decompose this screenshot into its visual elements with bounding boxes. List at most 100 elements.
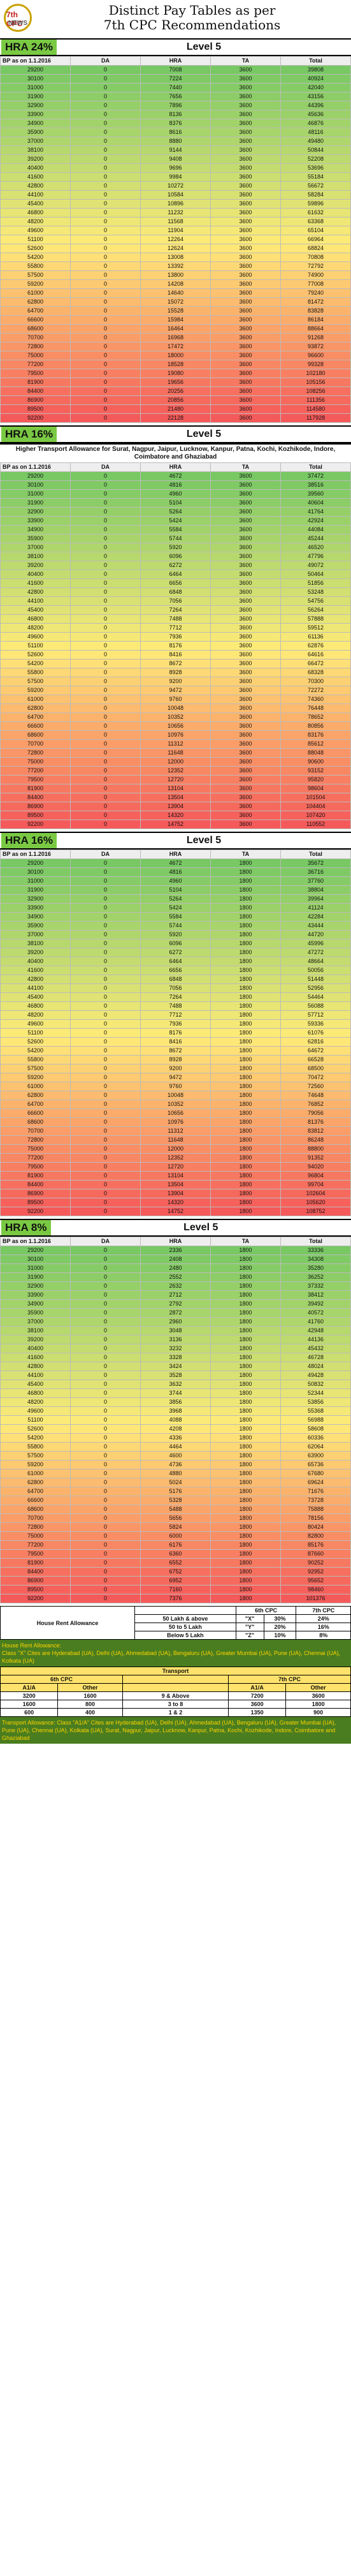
- table-row: 33900 0 5424 3600 42924: [0, 516, 351, 526]
- total-cell: 47796: [280, 552, 351, 561]
- hra-cell: 12624: [140, 244, 211, 253]
- ta-cell: 1800: [210, 1397, 281, 1407]
- hra-cell: 4816: [140, 480, 211, 490]
- hra-cell: 11648: [140, 748, 211, 758]
- bp-cell: 92200: [0, 820, 71, 829]
- da-cell: 0: [70, 739, 141, 749]
- hra-cell: 6360: [140, 1549, 211, 1559]
- hra-cell: 12352: [140, 1153, 211, 1163]
- ta-cell: 1800: [210, 1028, 281, 1038]
- pay-tables: HRA 24% Level 5 BP as on 1.1.2016 DA HRA TA…: [0, 38, 351, 1603]
- bp-cell: 89500: [0, 811, 71, 820]
- ta-cell: 3600: [210, 279, 281, 289]
- hra-badge: HRA 8%: [1, 1220, 51, 1235]
- hra-cell: 10656: [140, 721, 211, 731]
- total-cell: 63900: [280, 1451, 351, 1461]
- hra-cell: 5744: [140, 534, 211, 543]
- hra-cell: 12000: [140, 1144, 211, 1154]
- page-title: Distinct Pay Tables as per 7th CPC Recom…: [37, 3, 347, 33]
- six-y: 20%: [263, 1623, 297, 1631]
- ta-cell: 600: [0, 1708, 59, 1717]
- hra-cell: 3232: [140, 1344, 211, 1353]
- da-cell: 0: [70, 279, 141, 289]
- ta-cell: 3200: [0, 1691, 59, 1700]
- bp-cell: 59200: [0, 686, 71, 695]
- hra-cell: 5920: [140, 930, 211, 939]
- bp-cell: 55800: [0, 1442, 71, 1452]
- ta-cell: 1800: [210, 1371, 281, 1380]
- total-cell: 66528: [280, 1055, 351, 1064]
- hra-cell: 10976: [140, 1117, 211, 1127]
- total-cell: 50056: [280, 966, 351, 975]
- hra-cell: 8928: [140, 1055, 211, 1064]
- bp-cell: 29200: [0, 1246, 71, 1255]
- total-cell: 63368: [280, 217, 351, 226]
- hra-cell: 2336: [140, 1246, 211, 1255]
- ta-cell: 3600: [210, 730, 281, 740]
- ta-cell: 3600: [210, 306, 281, 316]
- hra-cell: 11232: [140, 208, 211, 217]
- hra-cell: 10896: [140, 199, 211, 209]
- ta-cell: 3600: [210, 342, 281, 351]
- table-row: 89500 0 21480 3600 114580: [0, 404, 351, 414]
- ta-cell: 3600: [210, 199, 281, 209]
- ta-cell: 3600: [210, 360, 281, 369]
- da-cell: 0: [70, 811, 141, 820]
- table-row: 79500 0 6360 1800 87660: [0, 1549, 351, 1559]
- da-cell: 0: [70, 957, 141, 966]
- total-cell: 86184: [280, 315, 351, 325]
- bp-cell: 61000: [0, 1082, 71, 1091]
- hra-cell: 20256: [140, 386, 211, 396]
- table-row: 46800 0 7488 1800 56088: [0, 1001, 351, 1011]
- ta-cell: 1800: [210, 1162, 281, 1172]
- table-row: 51100 0 4088 1800 56988: [0, 1415, 351, 1425]
- logo-text: 7th CPC: [6, 10, 23, 28]
- da-cell: 0: [70, 1091, 141, 1100]
- table-row: 70700 0 5656 1800 78156: [0, 1513, 351, 1523]
- transport-table: Transport 6th CPC 7th CPC A1/A Other A1/…: [0, 1667, 351, 1717]
- note-2: Class "X" Cites are Hyderabad (UA), Delh…: [2, 1650, 341, 1664]
- bp-cell: 51100: [0, 1415, 71, 1425]
- total-cell: 90600: [280, 757, 351, 767]
- hra-cell: 8672: [140, 1046, 211, 1056]
- da-cell: 0: [70, 668, 141, 677]
- table-row: 45400 0 3632 1800 50832: [0, 1380, 351, 1389]
- hra-cell: 13504: [140, 1180, 211, 1189]
- bp-cell: 92200: [0, 413, 71, 423]
- table-row: 31900 0 5104 1800 38804: [0, 885, 351, 895]
- table-row: 57500 0 4600 1800 63900: [0, 1451, 351, 1461]
- da-cell: 0: [70, 1055, 141, 1064]
- total-cell: 35280: [280, 1263, 351, 1273]
- col-header: Total: [280, 56, 351, 66]
- total-cell: 61632: [280, 208, 351, 217]
- hra-cell: 8416: [140, 1037, 211, 1047]
- hra-cell: 2408: [140, 1255, 211, 1264]
- table-row: 61000 0 9760 1800 72560: [0, 1082, 351, 1091]
- table-row: 39200 0 6272 3600 49072: [0, 561, 351, 570]
- table-row: 41600 0 9984 3600 55184: [0, 172, 351, 182]
- ta-col-3: Other: [285, 1683, 351, 1692]
- hra-cell: 6464: [140, 570, 211, 579]
- total-cell: 90252: [280, 1558, 351, 1568]
- ta-cell: 3600: [210, 244, 281, 253]
- total-cell: 43156: [280, 92, 351, 101]
- da-cell: 0: [70, 1549, 141, 1559]
- ta-cell: 3600: [210, 525, 281, 534]
- table-row: 30100 0 7224 3600 40924: [0, 74, 351, 84]
- total-cell: 62816: [280, 1037, 351, 1047]
- bp-cell: 34900: [0, 1299, 71, 1309]
- hra-cell: 14320: [140, 1198, 211, 1207]
- pay-table: BP as on 1.1.2016 DA HRA TA Total 29200 0 46…: [0, 462, 351, 829]
- hra-cell: 14640: [140, 288, 211, 298]
- bp-cell: 81900: [0, 1558, 71, 1568]
- ta-cell: 3600: [210, 217, 281, 226]
- table-row: 84400 0 13504 1800 99704: [0, 1180, 351, 1189]
- table-row: 52600 0 8416 3600 64616: [0, 650, 351, 659]
- total-cell: 83176: [280, 730, 351, 740]
- da-cell: 0: [70, 543, 141, 552]
- total-cell: 52208: [280, 154, 351, 164]
- bp-cell: 41600: [0, 578, 71, 588]
- table-row: 37000 0 5920 1800 44720: [0, 930, 351, 939]
- ta-seventh: 7th CPC: [228, 1675, 351, 1684]
- bp-cell: 39200: [0, 561, 71, 570]
